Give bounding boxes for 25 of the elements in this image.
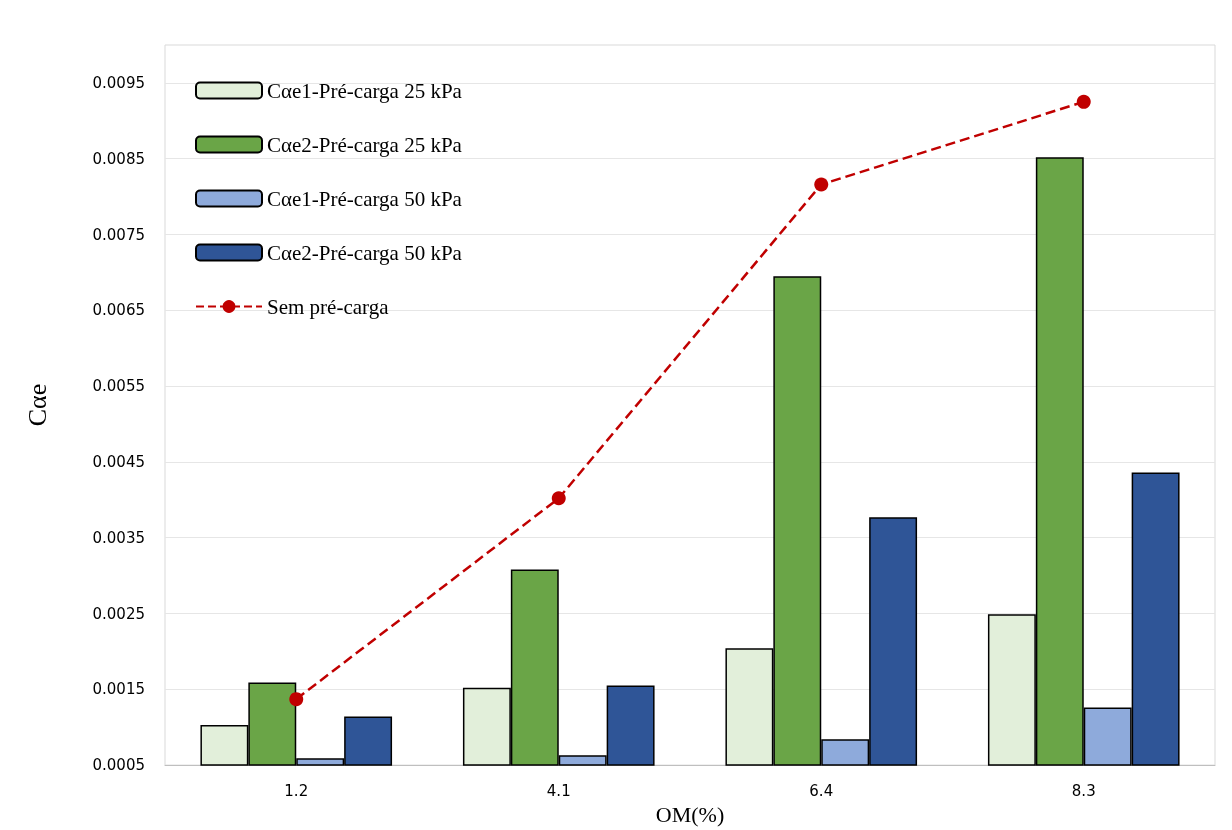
y-tick-label: 0.0025 [92,604,145,623]
y-axis-title: Cαe [22,383,52,427]
legend-label: Cαe1-Pré-carga 50 kPa [267,186,463,211]
legend-label: Cαe1-Pré-carga 25 kPa [267,78,463,103]
x-tick-label: 1.2 [284,781,309,800]
point [289,692,304,707]
point [551,491,566,506]
y-tick-label: 0.0085 [92,149,145,168]
x-tick-label: 4.1 [546,781,571,800]
x-axis-title: OM(%) [655,801,725,827]
legend-label: Cαe2-Pré-carga 50 kPa [267,240,463,265]
y-tick-label: 0.0065 [92,301,145,320]
x-tick-label: 8.3 [1071,781,1096,800]
y-tick-label: 0.0045 [92,452,145,471]
legend-label: Sem pré-carga [267,294,390,319]
y-tick-label: 0.0055 [92,377,145,396]
point [1076,94,1091,109]
y-tick-label: 0.0075 [92,225,145,244]
y-tick-label: 0.0005 [92,756,145,775]
x-tick-label: 6.4 [809,781,834,800]
y-tick-label: 0.0095 [92,73,145,92]
legend-label: Cαe2-Pré-carga 25 kPa [267,132,463,157]
y-tick-label: 0.0015 [92,680,145,699]
y-tick-label: 0.0035 [92,528,145,547]
point [814,177,829,192]
